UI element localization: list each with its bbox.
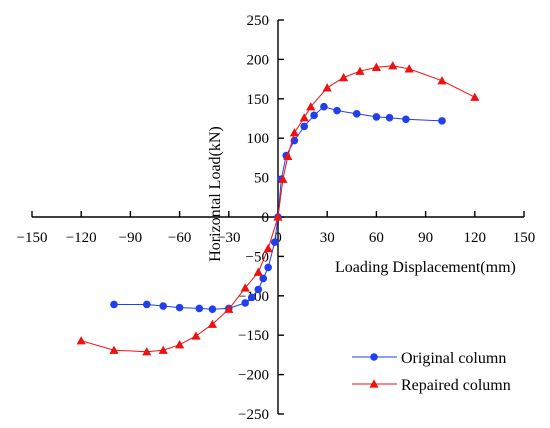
data-point [320, 102, 328, 111]
y-tick-label: 150 [247, 92, 270, 108]
data-point [299, 113, 309, 122]
data-point [195, 304, 204, 313]
data-point [109, 345, 119, 354]
data-point [372, 113, 381, 121]
data-point [159, 302, 167, 310]
data-point [300, 122, 309, 131]
x-tick-label: 150 [513, 230, 536, 246]
data-point [264, 263, 272, 272]
x-tick-label: −90 [119, 230, 142, 246]
y-tick-label: 100 [247, 131, 270, 147]
data-point [76, 336, 86, 345]
data-point [110, 300, 118, 309]
data-point [402, 115, 410, 124]
y-tick-label: −150 [238, 328, 269, 344]
data-point [283, 151, 293, 161]
data-point [158, 345, 168, 354]
x-tick-label: 120 [464, 230, 487, 246]
data-point [339, 72, 349, 82]
x-tick-label: −60 [168, 230, 191, 246]
legend-label: Original column [401, 350, 506, 367]
data-point [224, 304, 234, 313]
data-point [306, 102, 316, 111]
data-point [438, 117, 446, 125]
legend-label: Repaired column [401, 377, 511, 394]
data-point [175, 303, 184, 312]
data-point [355, 66, 365, 75]
data-point [247, 293, 256, 302]
x-tick-label: 60 [369, 230, 384, 246]
axes: −150 −120 −90 −60 −30 0 30 60 90 120 150 −250 −200 −1… [17, 13, 536, 423]
data-point [254, 285, 263, 294]
origin-label: 0 [262, 210, 270, 226]
data-point [388, 61, 398, 70]
y-tick-label: −250 [238, 407, 269, 423]
y-tick-label: 50 [254, 171, 269, 187]
series-layer [76, 61, 480, 356]
data-point [253, 267, 263, 276]
data-point [207, 319, 217, 328]
data-point [278, 174, 288, 183]
data-point [143, 300, 151, 309]
data-point [191, 331, 201, 340]
data-point [322, 83, 332, 92]
data-point [289, 128, 299, 137]
data-point [240, 283, 250, 292]
data-point [333, 106, 341, 115]
data-point [273, 212, 283, 221]
data-point [385, 113, 394, 122]
data-point [470, 92, 480, 101]
data-point [263, 243, 273, 253]
x-tick-label: 0 [274, 230, 282, 246]
legend-item: Original column [352, 350, 506, 367]
x-tick-label: −150 [17, 230, 48, 246]
data-point [352, 109, 361, 118]
legend-marker [370, 353, 378, 361]
x-tick-label: −120 [66, 230, 97, 246]
y-tick-label: −200 [238, 368, 269, 384]
data-point [437, 76, 447, 85]
legend-marker [369, 379, 379, 388]
data-point [259, 274, 268, 283]
x-tick-label: −30 [217, 230, 240, 246]
y-tick-label: 200 [247, 52, 270, 68]
series-2 [76, 61, 480, 356]
data-point [310, 111, 318, 120]
y-tick-label: 250 [247, 13, 270, 29]
data-point [142, 347, 152, 356]
data-point [371, 62, 381, 71]
data-point [270, 238, 279, 247]
data-point [208, 305, 217, 313]
data-point [175, 340, 185, 349]
y-axis-title: Horizontal Load(kN) [207, 126, 224, 262]
x-tick-label: 90 [418, 230, 433, 246]
x-tick-label: 30 [320, 230, 335, 246]
x-axis-title: Loading Displacement(mm) [335, 259, 516, 276]
data-point [241, 299, 249, 307]
data-point [404, 64, 414, 73]
legend-item: Repaired column [352, 377, 511, 394]
legend: Original column Repaired column [352, 350, 511, 394]
